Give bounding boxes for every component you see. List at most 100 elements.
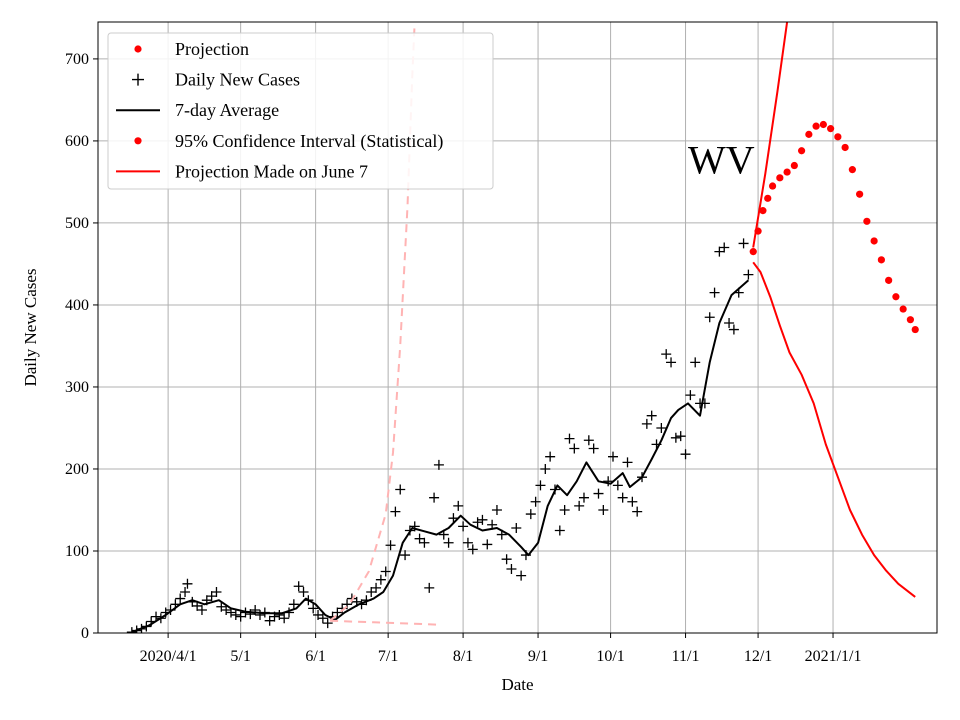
daily-case-point [366,586,377,597]
daily-case-point [559,504,570,515]
daily-case-point [409,521,420,532]
projection-point [790,161,798,170]
projection-point [783,168,791,176]
y-tick-label: 500 [65,215,89,232]
daily-case-point [482,539,493,550]
daily-case-point [477,514,488,525]
projection-point [827,125,835,133]
legend-plus-marker [132,73,144,86]
daily-case-point [264,615,275,626]
daily-case-point [175,593,186,604]
projection-point [805,130,813,138]
legend: Projection Daily New Cases 7-day Average 95… [107,32,494,190]
daily-case-point [554,525,565,536]
daily-case-point [332,607,343,618]
daily-case-point [293,581,304,592]
daily-case-point [690,357,701,368]
x-tick-label: 9/1 [528,648,548,665]
y-tick-label: 200 [65,461,89,478]
daily-case-point [467,544,478,555]
daily-case-point [230,609,241,620]
daily-case-point [535,480,546,491]
projection-point [764,194,772,202]
daily-case-point [578,492,589,503]
daily-case-point [395,484,406,495]
daily-case-point [245,609,256,620]
daily-case-point [632,506,643,517]
daily-case-point [622,457,633,468]
daily-case-point [126,627,137,633]
daily-case-point [390,506,401,517]
daily-case-point [593,488,604,499]
daily-case-point [429,492,440,503]
june7-projection-line [752,261,916,598]
daily-case-point [724,317,735,328]
projection-point [797,147,806,155]
daily-case-point [453,500,464,511]
daily-case-point [569,443,580,454]
projection-point [899,305,907,313]
daily-case-point [254,609,265,620]
june7-bound-line [330,619,442,626]
daily-case-point [666,357,677,368]
projection-point [749,248,757,256]
legend-entry: Daily New Cases [132,70,300,90]
legend-entry: 7-day Average [116,100,279,120]
x-tick-label: 8/1 [453,648,473,665]
y-tick-label: 600 [65,133,89,150]
daily-case-point [385,540,396,551]
x-tick-label: 2021/1/1 [805,648,862,665]
daily-case-point [540,463,551,474]
daily-case-point [656,422,667,433]
daily-case-point [738,238,749,249]
projection-point [856,190,864,198]
daily-case-point [433,459,444,470]
projection-point [819,120,827,129]
x-tick-label: 7/1 [378,648,398,665]
projection-point [759,207,767,215]
x-tick-label: 11/1 [672,648,700,665]
x-tick-label: 5/1 [230,648,250,665]
legend-label: Projection Made on June 7 [175,161,368,181]
daily-case-point [516,570,527,581]
daily-case-point [728,324,739,335]
axes-frame [97,21,938,634]
daily-case-point [491,504,502,515]
daily-case-point [380,566,391,577]
daily-case-point [545,451,556,462]
daily-case-point [685,390,696,401]
daily-case-point [612,480,623,491]
projection-point [863,217,871,225]
daily-case-point [680,449,691,460]
daily-case-point [646,410,657,421]
projection-point [892,293,900,301]
daily-case-point [458,521,469,532]
daily-case-point [235,611,246,622]
daily-case-point [598,504,609,515]
ticks: 2020/4/1 5/1 6/1 7/1 8/1 9/1 10/1 11/1 12/1 2021/… [65,51,861,665]
legend-label: 7-day Average [175,100,279,120]
daily-case-point [704,312,715,323]
projection-series [749,120,919,334]
daily-case-point [317,613,328,624]
legend-entry: 95% Confidence Interval (Statistical) [134,131,443,152]
daily-case-point [588,443,599,454]
daily-case-point [603,476,614,487]
daily-case-point [443,537,454,548]
daily-case-point [322,618,333,629]
daily-case-point [501,554,512,565]
x-tick-label: 12/1 [744,648,772,665]
daily-case-point [448,513,459,524]
projection-point [870,237,878,245]
daily-case-point [180,586,191,597]
daily-case-point [182,578,193,589]
projection-point [812,122,820,130]
daily-case-point [371,582,382,593]
y-tick-label: 300 [65,379,89,396]
daily-case-point [574,500,585,511]
y-axis-label: Daily New Cases [21,268,40,386]
projection-point [848,166,856,174]
confidence-upper-line [752,22,789,248]
daily-case-point [525,509,536,520]
